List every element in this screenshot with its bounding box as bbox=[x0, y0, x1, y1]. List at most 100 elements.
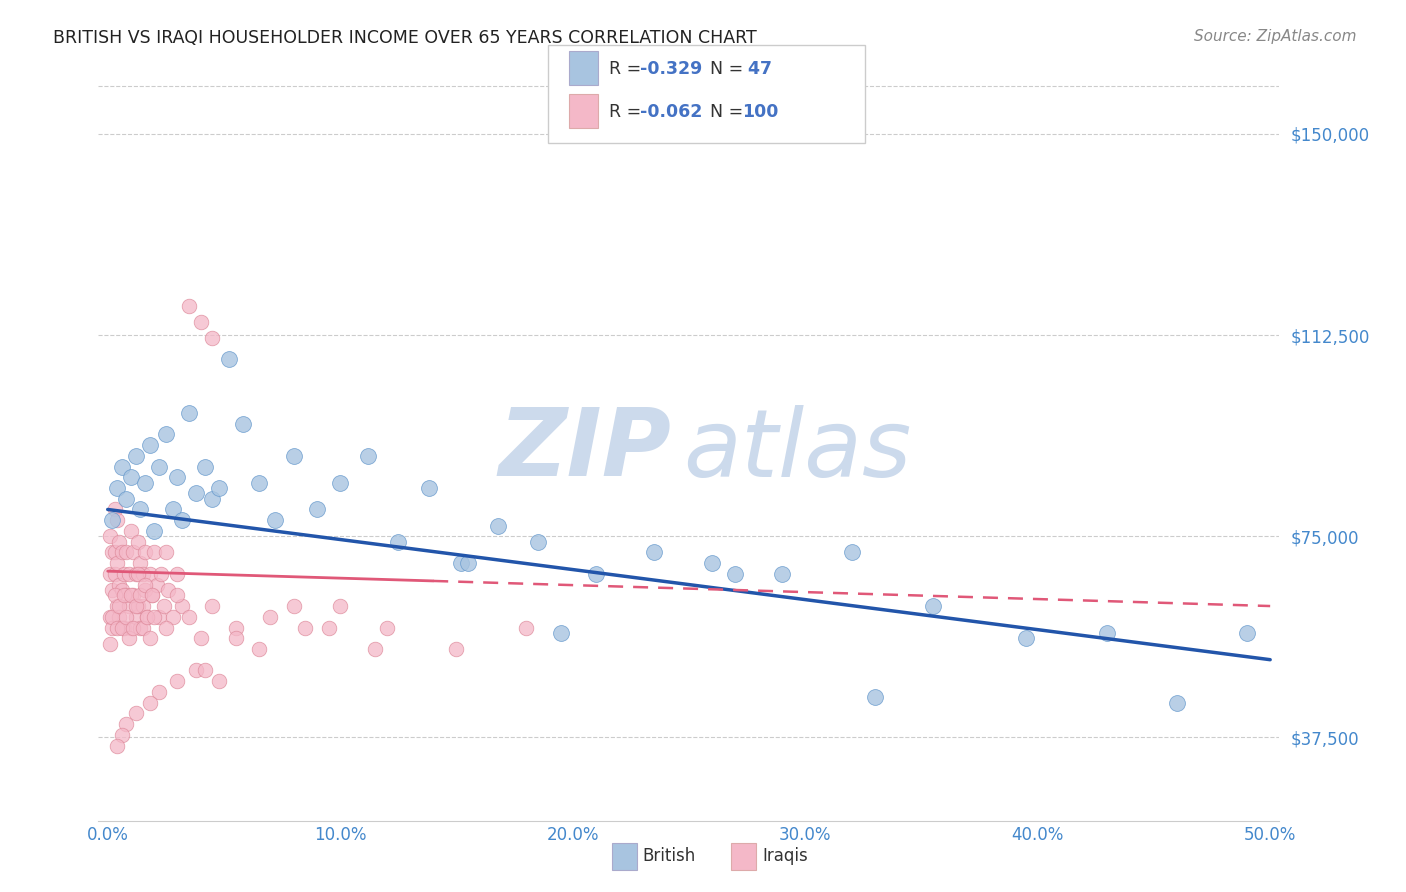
Point bbox=[201, 331, 224, 345]
Point bbox=[124, 566, 146, 581]
Point bbox=[457, 556, 479, 570]
Text: 47: 47 bbox=[742, 61, 772, 78]
Point bbox=[585, 566, 607, 581]
Point bbox=[101, 513, 124, 527]
Point bbox=[166, 588, 188, 602]
Point bbox=[129, 620, 152, 634]
Point bbox=[124, 449, 146, 463]
Point bbox=[117, 632, 139, 646]
Point bbox=[122, 588, 145, 602]
Point bbox=[157, 582, 180, 597]
Point bbox=[283, 449, 305, 463]
Point bbox=[177, 609, 200, 624]
Point bbox=[162, 502, 184, 516]
Point bbox=[134, 545, 156, 559]
Point bbox=[190, 315, 212, 329]
Point bbox=[177, 406, 200, 420]
Point bbox=[111, 545, 134, 559]
Point bbox=[115, 717, 138, 731]
Point bbox=[112, 620, 135, 634]
Text: ZIP: ZIP bbox=[498, 404, 671, 497]
Point bbox=[375, 620, 398, 634]
Point bbox=[111, 582, 134, 597]
Point bbox=[155, 620, 177, 634]
Point bbox=[184, 664, 207, 678]
Point bbox=[131, 620, 153, 634]
Point bbox=[143, 524, 166, 538]
Point bbox=[162, 609, 184, 624]
Point bbox=[105, 739, 128, 753]
Point bbox=[194, 459, 217, 474]
Text: R =: R = bbox=[609, 61, 647, 78]
Point bbox=[120, 524, 142, 538]
Point bbox=[166, 566, 188, 581]
Point bbox=[148, 609, 170, 624]
Point bbox=[218, 352, 240, 367]
Point bbox=[172, 513, 194, 527]
Point bbox=[111, 459, 134, 474]
Point bbox=[136, 609, 159, 624]
Point bbox=[294, 620, 316, 634]
Point bbox=[177, 299, 200, 313]
Point bbox=[98, 609, 121, 624]
Point bbox=[120, 620, 142, 634]
Point bbox=[152, 599, 174, 613]
Text: N =: N = bbox=[710, 61, 749, 78]
Point bbox=[264, 513, 287, 527]
Point bbox=[329, 475, 352, 490]
Point bbox=[101, 609, 124, 624]
Point bbox=[101, 582, 124, 597]
Point bbox=[155, 427, 177, 442]
Point bbox=[122, 620, 145, 634]
Point bbox=[105, 599, 128, 613]
Point bbox=[134, 475, 156, 490]
Point bbox=[105, 556, 128, 570]
Point bbox=[108, 609, 131, 624]
Point bbox=[922, 599, 945, 613]
Point bbox=[124, 706, 146, 721]
Point bbox=[247, 642, 270, 657]
Point bbox=[643, 545, 665, 559]
Point bbox=[148, 459, 170, 474]
Point bbox=[117, 599, 139, 613]
Point bbox=[208, 481, 231, 495]
Point bbox=[1236, 625, 1258, 640]
Point bbox=[104, 588, 127, 602]
Point bbox=[201, 599, 224, 613]
Point bbox=[724, 566, 747, 581]
Point bbox=[247, 475, 270, 490]
Point bbox=[225, 632, 247, 646]
Point bbox=[134, 582, 156, 597]
Point bbox=[98, 637, 121, 651]
Point bbox=[194, 664, 217, 678]
Text: BRITISH VS IRAQI HOUSEHOLDER INCOME OVER 65 YEARS CORRELATION CHART: BRITISH VS IRAQI HOUSEHOLDER INCOME OVER… bbox=[53, 29, 758, 47]
Point bbox=[1166, 696, 1188, 710]
Point bbox=[122, 545, 145, 559]
Point bbox=[127, 534, 149, 549]
Point bbox=[138, 438, 160, 452]
Point bbox=[120, 470, 142, 484]
Point bbox=[129, 588, 152, 602]
Point bbox=[115, 545, 138, 559]
Point bbox=[131, 566, 153, 581]
Point bbox=[329, 599, 352, 613]
Point bbox=[98, 566, 121, 581]
Point bbox=[1097, 625, 1119, 640]
Point bbox=[111, 728, 134, 742]
Point bbox=[120, 588, 142, 602]
Point bbox=[143, 545, 166, 559]
Point bbox=[305, 502, 328, 516]
Point bbox=[129, 502, 152, 516]
Text: atlas: atlas bbox=[683, 405, 911, 496]
Point bbox=[111, 620, 134, 634]
Point bbox=[134, 577, 156, 591]
Text: R =: R = bbox=[609, 103, 647, 121]
Point bbox=[446, 642, 468, 657]
Point bbox=[318, 620, 340, 634]
Point bbox=[515, 620, 537, 634]
Point bbox=[138, 696, 160, 710]
Point bbox=[115, 609, 138, 624]
Point bbox=[98, 529, 121, 543]
Point bbox=[112, 588, 135, 602]
Text: Iraqis: Iraqis bbox=[762, 847, 808, 865]
